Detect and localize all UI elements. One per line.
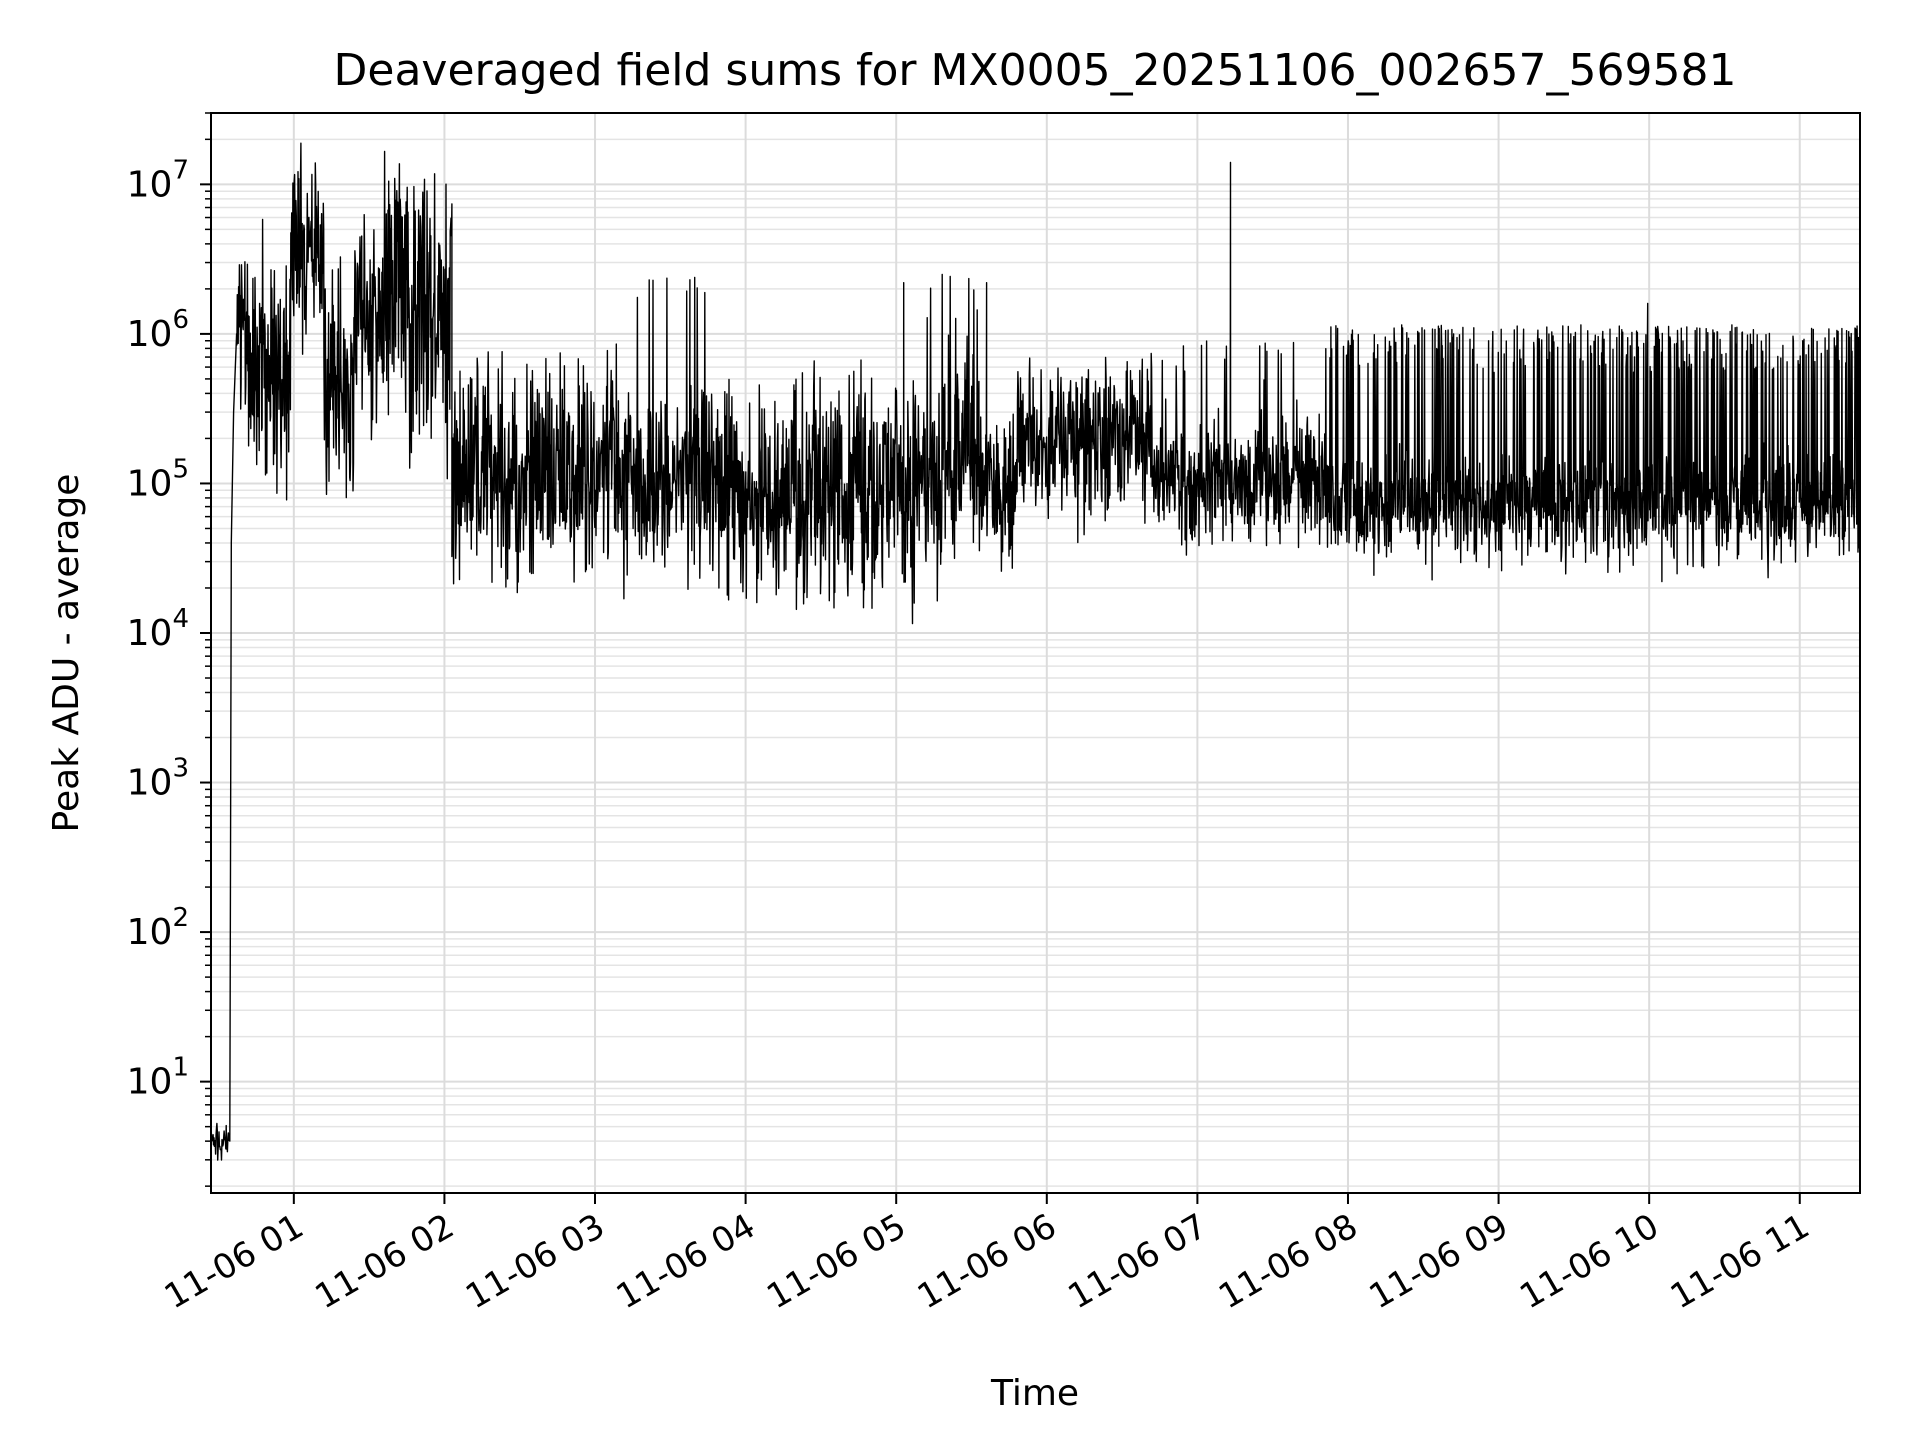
plot-frame <box>210 112 1861 1194</box>
y-tick-label: 101 <box>127 1053 189 1103</box>
chart-title: Deaveraged field sums for MX0005_2025110… <box>334 45 1737 96</box>
y-axis-label: Peak ADU - average <box>46 474 87 833</box>
y-tick-label: 102 <box>127 903 189 953</box>
y-tick-label: 106 <box>127 305 189 355</box>
data-series <box>210 142 1861 1161</box>
y-tick-label: 104 <box>127 604 189 654</box>
x-axis-label: Time <box>990 1373 1079 1414</box>
series-line <box>210 142 1861 1161</box>
y-tick-label: 107 <box>127 155 189 205</box>
y-tick-label: 105 <box>127 454 189 504</box>
y-tick-label: 103 <box>127 754 189 804</box>
